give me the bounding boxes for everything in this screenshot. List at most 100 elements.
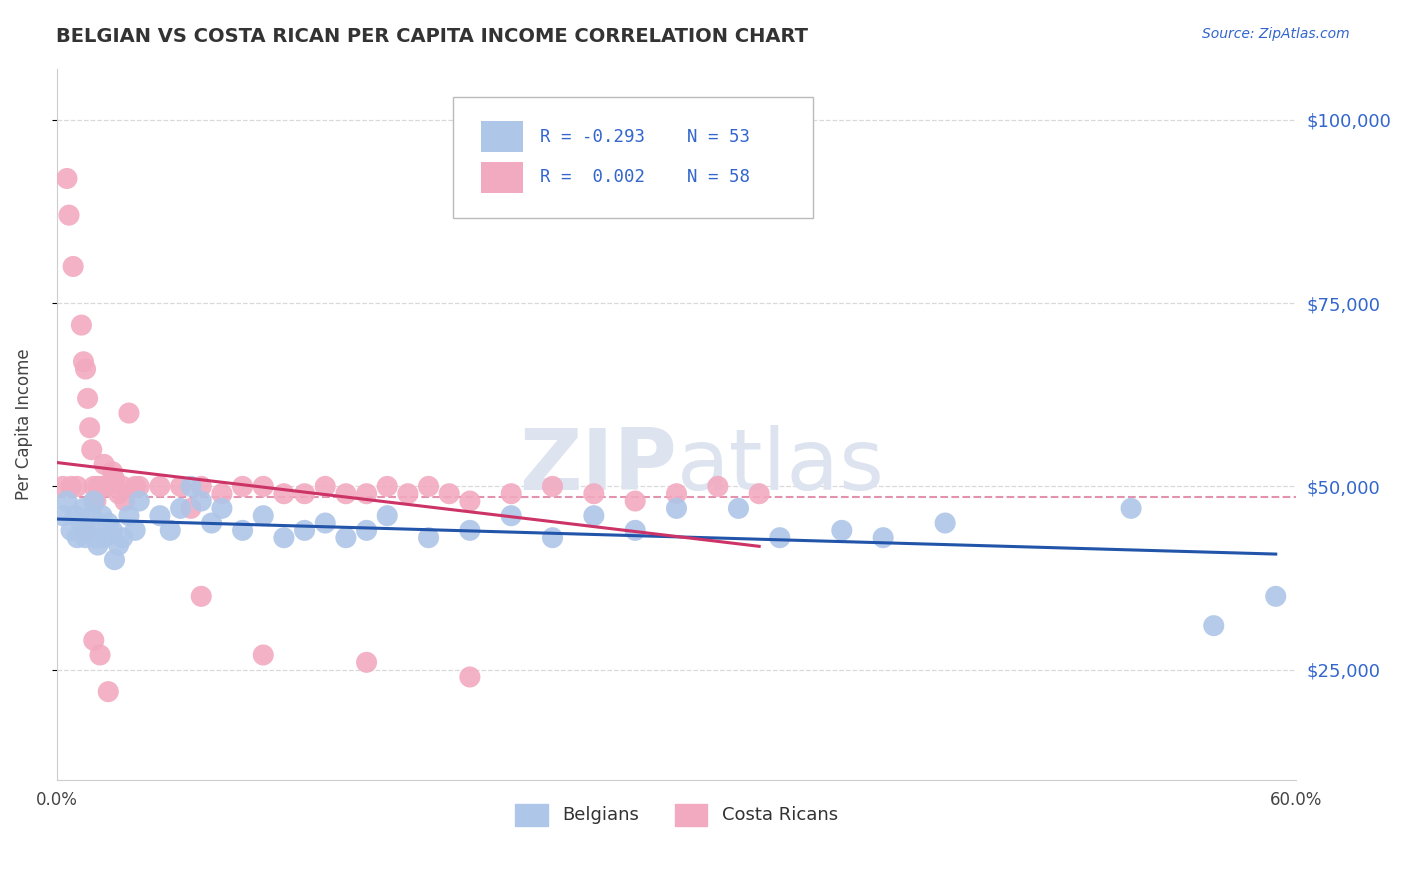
Point — [97, 479, 120, 493]
Point — [934, 516, 956, 530]
Point — [418, 479, 440, 493]
Point — [93, 458, 115, 472]
Point — [79, 524, 101, 538]
Point — [458, 494, 481, 508]
Legend: Belgians, Costa Ricans: Belgians, Costa Ricans — [506, 795, 846, 835]
Point — [66, 479, 89, 493]
Point — [190, 590, 212, 604]
Text: atlas: atlas — [676, 425, 884, 508]
Point — [75, 362, 97, 376]
Point — [84, 494, 107, 508]
Text: R =  0.002    N = 58: R = 0.002 N = 58 — [540, 169, 751, 186]
Point — [624, 494, 647, 508]
Text: ZIP: ZIP — [519, 425, 676, 508]
FancyBboxPatch shape — [453, 97, 813, 218]
Point — [87, 479, 110, 493]
Point — [111, 479, 134, 493]
Point — [665, 486, 688, 500]
Point — [180, 479, 202, 493]
Point — [70, 318, 93, 332]
Text: BELGIAN VS COSTA RICAN PER CAPITA INCOME CORRELATION CHART: BELGIAN VS COSTA RICAN PER CAPITA INCOME… — [56, 27, 808, 45]
Point — [501, 508, 523, 523]
Point — [83, 633, 105, 648]
Point — [501, 486, 523, 500]
Point — [149, 508, 172, 523]
Point — [375, 508, 398, 523]
Point — [97, 516, 120, 530]
Point — [75, 531, 97, 545]
Point — [56, 494, 79, 508]
Point — [294, 486, 316, 500]
Point — [314, 516, 336, 530]
Point — [396, 486, 419, 500]
Point — [72, 501, 94, 516]
Point — [101, 465, 124, 479]
Point — [273, 531, 295, 545]
Point — [101, 524, 124, 538]
Point — [56, 171, 79, 186]
Point — [97, 684, 120, 698]
Point — [273, 486, 295, 500]
Point — [356, 524, 378, 538]
Text: Source: ZipAtlas.com: Source: ZipAtlas.com — [1202, 27, 1350, 41]
Point — [118, 406, 141, 420]
Point — [80, 442, 103, 457]
Point — [437, 486, 460, 500]
Point — [169, 479, 191, 493]
Point — [149, 479, 172, 493]
Point — [62, 260, 84, 274]
Point — [124, 479, 146, 493]
Bar — [481, 161, 523, 193]
Point — [582, 508, 605, 523]
Point — [70, 516, 93, 530]
Point — [314, 479, 336, 493]
Bar — [481, 121, 523, 153]
Point — [211, 501, 233, 516]
Point — [89, 648, 111, 662]
Point — [80, 508, 103, 523]
Point — [1119, 501, 1142, 516]
Point — [458, 670, 481, 684]
Point — [91, 508, 114, 523]
Point — [1264, 590, 1286, 604]
Point — [190, 479, 212, 493]
Point — [335, 486, 357, 500]
Point — [128, 479, 150, 493]
Point — [356, 486, 378, 500]
Point — [52, 508, 75, 523]
Point — [91, 479, 114, 493]
Y-axis label: Per Capita Income: Per Capita Income — [15, 348, 32, 500]
Point — [118, 508, 141, 523]
Point — [75, 524, 97, 538]
Point — [58, 208, 80, 222]
Point — [128, 494, 150, 508]
Point — [541, 531, 564, 545]
Point — [169, 501, 191, 516]
Point — [93, 531, 115, 545]
Point — [200, 516, 222, 530]
Point — [1202, 618, 1225, 632]
Point — [84, 531, 107, 545]
Point — [83, 494, 105, 508]
Point — [232, 479, 254, 493]
Point — [252, 648, 274, 662]
Point — [180, 501, 202, 516]
Point — [52, 479, 75, 493]
Point — [111, 531, 134, 545]
Point — [66, 531, 89, 545]
Point — [727, 501, 749, 516]
Point — [252, 508, 274, 523]
Point — [60, 479, 83, 493]
Point — [159, 524, 181, 538]
Text: R = -0.293    N = 53: R = -0.293 N = 53 — [540, 128, 751, 145]
Point — [582, 486, 605, 500]
Point — [103, 472, 125, 486]
Point — [79, 421, 101, 435]
Point — [72, 355, 94, 369]
Point — [232, 524, 254, 538]
Point — [831, 524, 853, 538]
Point — [114, 494, 136, 508]
Point — [63, 508, 86, 523]
Point — [252, 479, 274, 493]
Point — [356, 656, 378, 670]
